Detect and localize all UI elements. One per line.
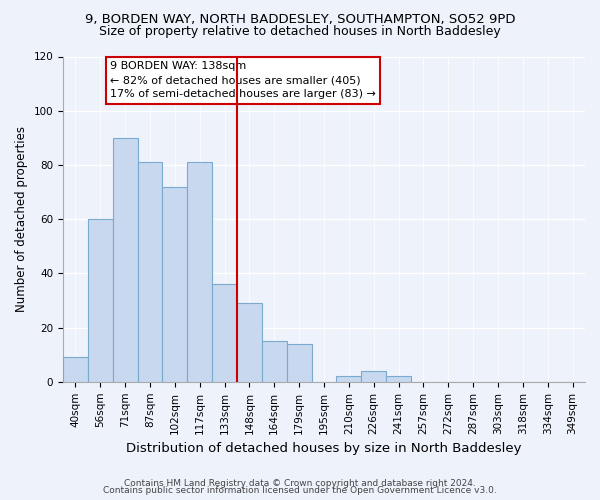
Bar xyxy=(88,219,113,382)
Bar xyxy=(187,162,212,382)
Y-axis label: Number of detached properties: Number of detached properties xyxy=(15,126,28,312)
Text: 9 BORDEN WAY: 138sqm
← 82% of detached houses are smaller (405)
17% of semi-deta: 9 BORDEN WAY: 138sqm ← 82% of detached h… xyxy=(110,62,376,100)
Bar xyxy=(287,344,311,382)
Bar xyxy=(386,376,411,382)
Bar xyxy=(113,138,137,382)
Bar xyxy=(262,341,287,382)
Bar xyxy=(337,376,361,382)
Bar xyxy=(163,186,187,382)
Text: Contains HM Land Registry data © Crown copyright and database right 2024.: Contains HM Land Registry data © Crown c… xyxy=(124,478,476,488)
Text: 9, BORDEN WAY, NORTH BADDESLEY, SOUTHAMPTON, SO52 9PD: 9, BORDEN WAY, NORTH BADDESLEY, SOUTHAMP… xyxy=(85,12,515,26)
Bar xyxy=(137,162,163,382)
Bar xyxy=(63,358,88,382)
X-axis label: Distribution of detached houses by size in North Baddesley: Distribution of detached houses by size … xyxy=(126,442,522,455)
Bar xyxy=(361,371,386,382)
Text: Contains public sector information licensed under the Open Government Licence v3: Contains public sector information licen… xyxy=(103,486,497,495)
Text: Size of property relative to detached houses in North Baddesley: Size of property relative to detached ho… xyxy=(99,25,501,38)
Bar xyxy=(212,284,237,382)
Bar xyxy=(237,303,262,382)
